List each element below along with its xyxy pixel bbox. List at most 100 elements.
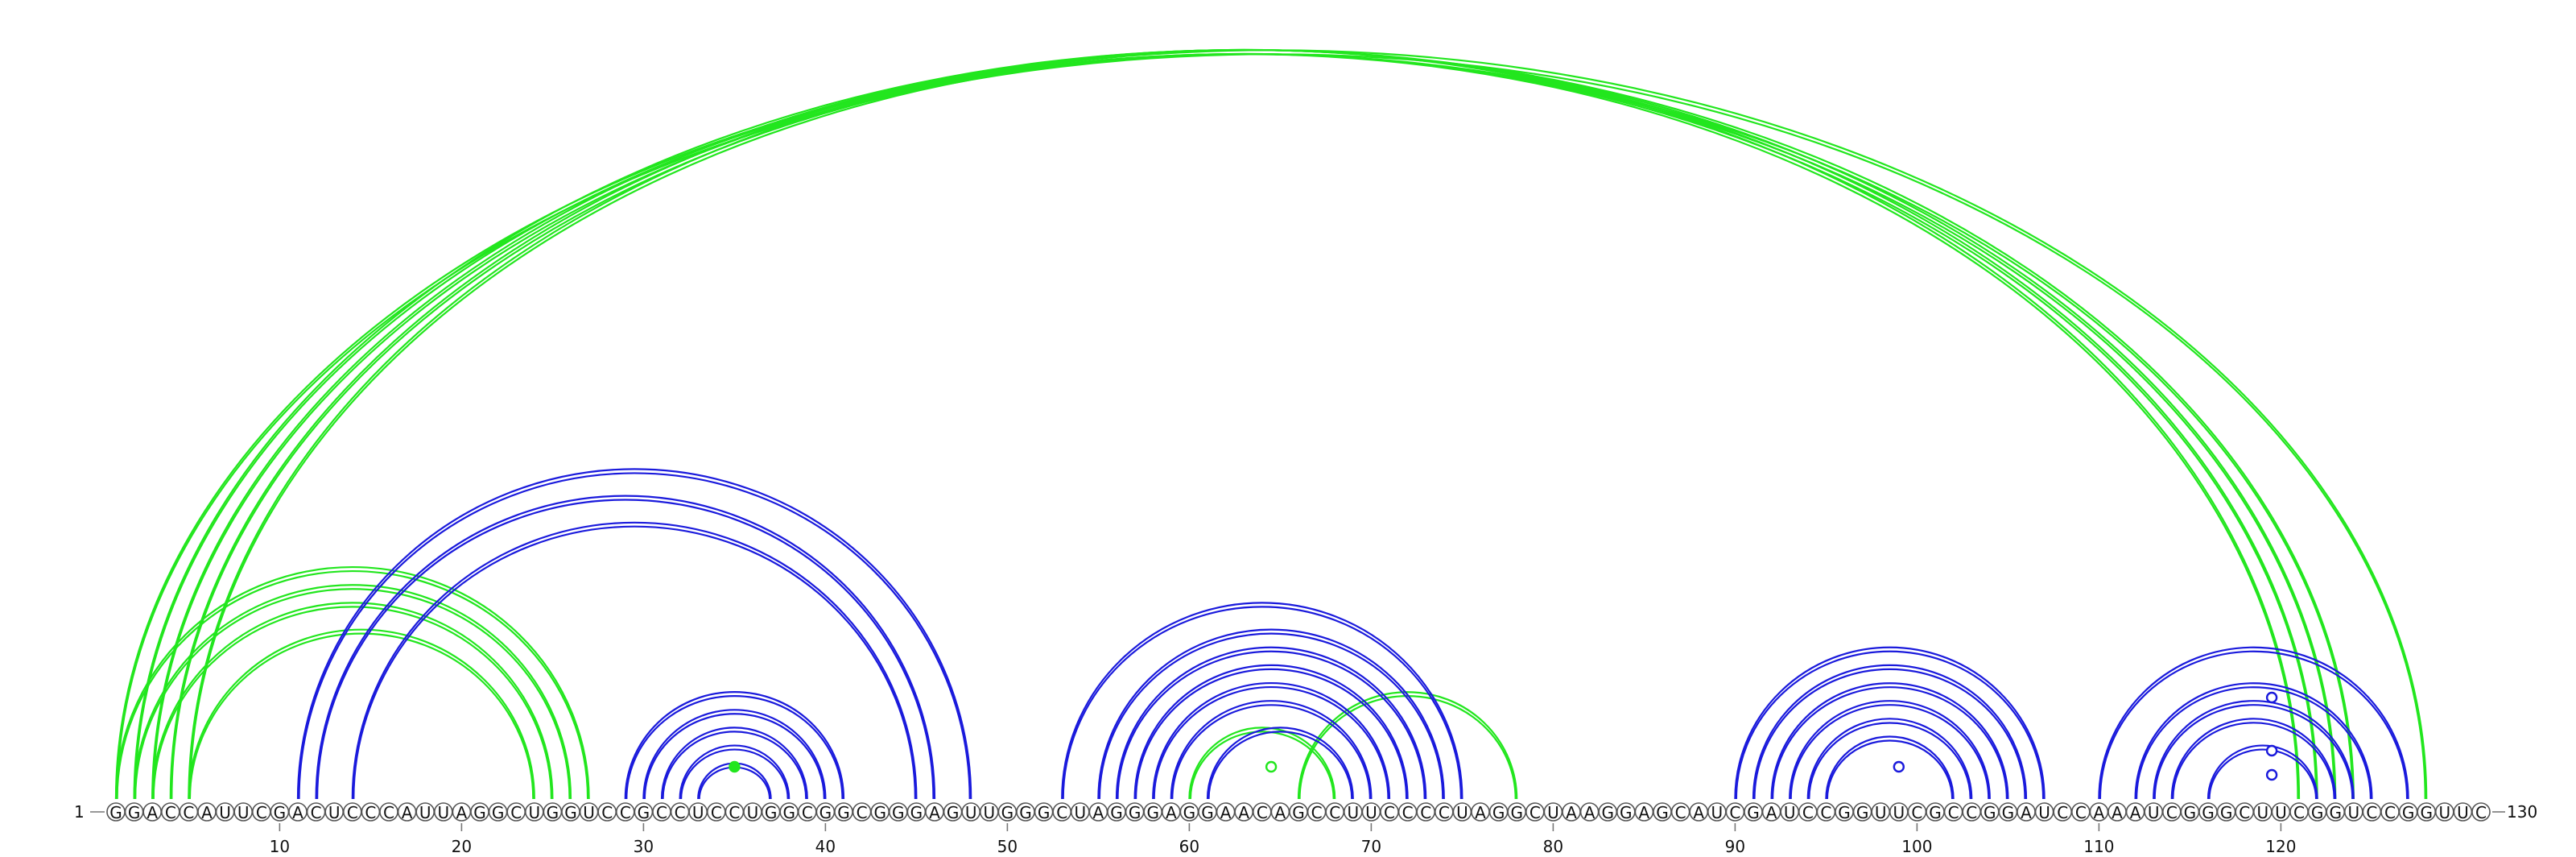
nucleotide-letter: C	[1675, 803, 1686, 822]
blue-pair-arc	[2208, 748, 2318, 800]
position-tick-label: 50	[997, 837, 1018, 856]
nucleotide-letter: G	[873, 803, 886, 822]
blue-pair-arc	[2153, 700, 2355, 800]
nucleotide-letter: G	[1620, 803, 1633, 822]
nucleotide-letter: G	[1492, 803, 1505, 822]
blue-pair-arc	[1790, 704, 1990, 800]
nucleotide-letter: A	[1275, 803, 1286, 822]
nucleotide-letter: G	[1183, 803, 1196, 822]
nucleotide-letter: A	[402, 803, 413, 822]
blue-pair-arc	[351, 521, 918, 800]
nucleotide-letter: A	[2021, 803, 2032, 822]
sequence-start-label: 1	[74, 802, 85, 822]
nucleotide-letter: C	[256, 803, 267, 822]
blue-pair-arc	[1133, 664, 1409, 800]
nucleotide-letter: C	[1329, 803, 1340, 822]
nucleotide-letter: G	[1110, 803, 1123, 822]
nucleotide-letter: A	[2094, 803, 2105, 822]
position-tick-label: 30	[634, 837, 654, 856]
nucleotide-letter: C	[1257, 803, 1268, 822]
nucleotide-letter: G	[1019, 803, 1032, 822]
nucleotide-letter: C	[365, 803, 376, 822]
blue-pair-arc	[353, 525, 916, 800]
nucleotide-letter: C	[1820, 803, 1831, 822]
nucleotide-letter: C	[1802, 803, 1814, 822]
nucleotide-letter: A	[929, 803, 940, 822]
nucleotide-letter: C	[2366, 803, 2377, 822]
green-pair-arc	[151, 602, 554, 800]
nucleotide-letter: G	[892, 803, 905, 822]
nucleotide-letter: C	[711, 803, 722, 822]
position-tick-label: 90	[1725, 837, 1745, 856]
nucleotide-letter: G	[910, 803, 923, 822]
nucleotide-letter: U	[1074, 803, 1086, 822]
green-pair-arc	[188, 632, 535, 800]
position-tick-label: 10	[270, 837, 290, 856]
nucleotide-letter: A	[201, 803, 213, 822]
nucleotide-letter: U	[1365, 803, 1377, 822]
nucleotide-letter: U	[965, 803, 977, 822]
nucleotide-letter: U	[2038, 803, 2050, 822]
nucleotide-letter: U	[437, 803, 449, 822]
nucleotide-letter: C	[1420, 803, 1431, 822]
nucleotide-letter: C	[601, 803, 613, 822]
nucleotide-letter: U	[1456, 803, 1468, 822]
green-pair-arc	[133, 584, 572, 800]
blue-pair-arc	[1735, 650, 2045, 800]
nucleotide-letter: U	[692, 803, 704, 822]
nucleotide-letter: G	[782, 803, 795, 822]
blue-pair-arc	[2136, 685, 2372, 800]
blue-pair-arc	[1135, 668, 1408, 800]
blue-pair-arc	[1770, 681, 2009, 800]
nucleotide-letter: G	[2402, 803, 2415, 822]
nucleotide-letter: G	[1146, 803, 1159, 822]
nucleotide-letter: C	[1966, 803, 1977, 822]
nucleotide-letter: G	[837, 803, 850, 822]
nucleotide-circle	[2471, 802, 2491, 822]
green-pair-arc	[134, 52, 2354, 800]
nucleotide-letter: C	[1056, 803, 1067, 822]
nucleotide-letter: G	[473, 803, 486, 822]
blue-pair-arc	[1826, 739, 1954, 800]
nucleotide-letter: U	[237, 803, 250, 822]
nucleotide-letter: A	[2130, 803, 2141, 822]
nucleotide-letter: A	[1166, 803, 1177, 822]
nucleotide-letter: G	[564, 803, 577, 822]
nucleotide-letter: A	[456, 803, 468, 822]
nucleotide-letter: G	[1929, 803, 1942, 822]
nucleotide-letter: U	[983, 803, 995, 822]
blue-pair-arc	[662, 731, 807, 800]
blue-pair-arc	[1115, 646, 1427, 800]
sequence-backbone: 1 130	[74, 802, 2537, 822]
nucleotide-letter: C	[347, 803, 358, 822]
blue-pair-arc	[1153, 685, 1389, 800]
nucleotide-letter: G	[1838, 803, 1851, 822]
position-tick-label: 100	[1901, 837, 1932, 856]
nucleotide-letter: G	[547, 803, 559, 822]
nucleotide-letter: G	[128, 803, 141, 822]
nucleotide-letter: G	[2002, 803, 2015, 822]
nucleotide-letter: C	[2075, 803, 2087, 822]
nucleotide-letter: C	[656, 803, 667, 822]
nucleotide-letter: C	[165, 803, 176, 822]
nucleotide-letter: U	[2148, 803, 2160, 822]
position-tick-label: 70	[1361, 837, 1381, 856]
nucleotide-letter: U	[219, 803, 231, 822]
nucleotide-letter: G	[1292, 803, 1305, 822]
blue-pair-arc	[1098, 632, 1444, 800]
nucleotide-letter: U	[2347, 803, 2359, 822]
nucleotide-letter: U	[1547, 803, 1559, 822]
green-pair-arc	[188, 48, 2301, 800]
nucleotide-letter: C	[1729, 803, 1740, 822]
blue-pair-arc	[679, 744, 791, 800]
blue-pair-arc	[1772, 685, 2008, 800]
nucleotide-letter: U	[328, 803, 341, 822]
nucleotide-letter: U	[747, 803, 759, 822]
nucleotide-letter: G	[2184, 803, 2197, 822]
arc-marker-dot	[2265, 768, 2278, 781]
sequence-end-label: 130	[2507, 802, 2537, 822]
nucleotide-letter: U	[2256, 803, 2268, 822]
nucleotide-letter: C	[1530, 803, 1541, 822]
nucleotide-letter: A	[1238, 803, 1249, 822]
nucleotide-letter: A	[1639, 803, 1650, 822]
